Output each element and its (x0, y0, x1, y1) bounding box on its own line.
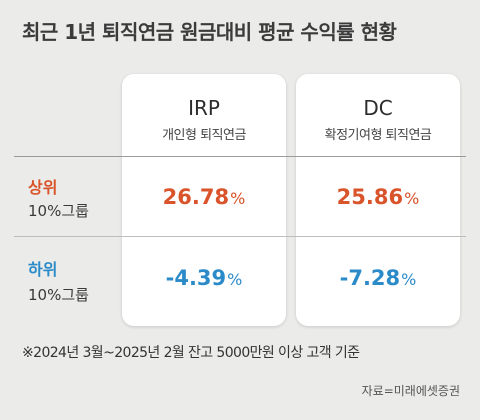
page-title: 최근 1년 퇴직연금 원금대비 평균 수익률 현황 (22, 20, 397, 44)
dc-bottom-value: -7.28% (339, 266, 417, 290)
row-divider (14, 236, 466, 237)
source-credit: 자료=미래에셋증권 (361, 384, 460, 398)
irp-bottom-value: -4.39% (165, 266, 243, 290)
dc-bottom-unit: % (401, 270, 417, 289)
dc-column-subtitle: 확정기여형 퇴직연금 (324, 128, 432, 143)
irp-top-value: 26.78% (162, 185, 246, 209)
irp-card (122, 74, 286, 326)
dc-column-title: DC (363, 96, 393, 120)
top-group-label: 상위 (28, 178, 58, 197)
dc-top-value: 25.86% (336, 185, 420, 209)
footnote: ※2024년 3월~2025년 2월 잔고 5000만원 이상 고객 기준 (22, 345, 360, 361)
top-group-sublabel: 10%그룹 (28, 202, 89, 220)
header-divider (14, 156, 466, 157)
bottom-group-label: 하위 (28, 260, 58, 279)
dc-top-unit: % (404, 189, 420, 208)
irp-top-unit: % (230, 189, 246, 208)
dc-card (296, 74, 460, 326)
bottom-group-sublabel: 10%그룹 (28, 286, 89, 304)
irp-bottom-unit: % (227, 270, 243, 289)
irp-column-subtitle: 개인형 퇴직연금 (162, 128, 246, 143)
irp-column-title: IRP (188, 96, 220, 120)
